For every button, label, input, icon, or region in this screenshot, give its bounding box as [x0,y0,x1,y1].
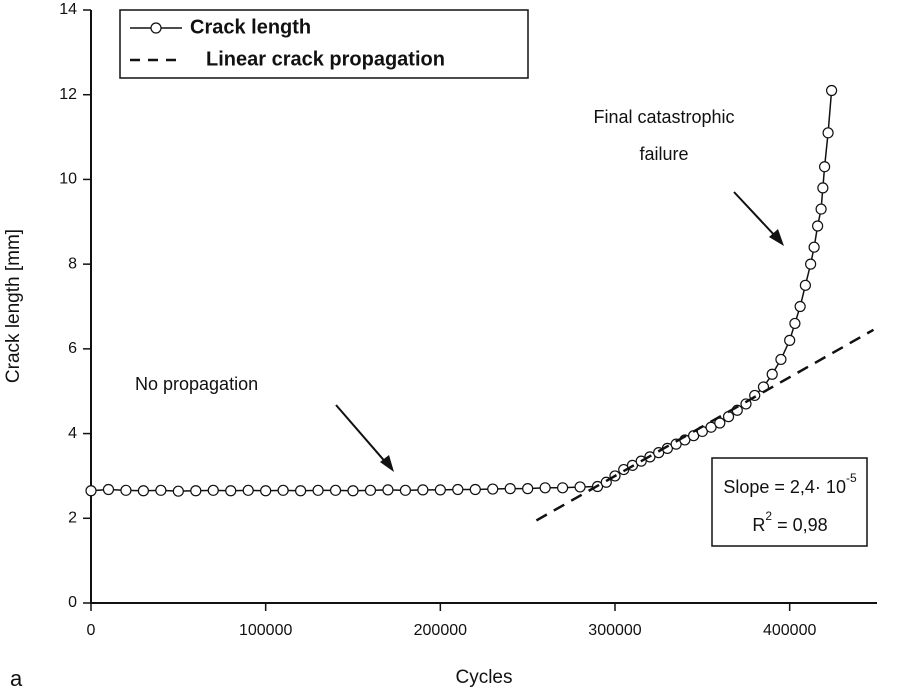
arrow [335,404,389,466]
data-point [766,368,778,380]
y-tick-label: 8 [68,255,77,272]
data-point [799,279,811,291]
x-tick-label: 300000 [588,622,641,639]
arrow [733,191,778,239]
data-point [225,485,237,497]
data-point [522,483,534,495]
y-tick-label: 2 [68,510,77,527]
fit-slope: Slope = 2,4· 10-5 [723,471,857,497]
legend-label: Crack length [190,16,311,38]
data-point [172,485,184,497]
data-point [504,483,516,495]
legend-label: Linear crack propagation [206,48,445,70]
data-point [137,485,149,497]
data-point [556,482,569,494]
data-point [539,482,551,494]
x-tick-label: 100000 [239,622,292,639]
data-point [190,485,202,497]
data-point [794,300,806,313]
x-tick-label: 0 [87,622,96,639]
data-point [818,161,831,173]
fit-box [711,457,868,547]
data-point [670,438,682,450]
data-point [120,484,132,496]
data-point [207,484,219,496]
data-point [417,484,429,496]
data-point [452,483,464,496]
data-point [817,182,829,194]
data-point [347,485,359,497]
data-point [574,481,586,493]
data-point [399,484,411,496]
data-point [102,483,115,496]
y-tick-label: 10 [59,171,77,188]
legend-box [119,9,529,79]
data-point [825,84,838,97]
data-point [85,485,97,497]
data-point [815,203,827,215]
data-point [808,241,820,253]
fit-line [535,328,875,522]
y-tick-label: 12 [59,86,77,103]
arrow-head [380,455,394,472]
x-tick-label: 200000 [414,622,467,639]
data-point [487,483,499,495]
data-point [242,484,254,496]
y-tick-label: 6 [68,340,77,357]
data-point [775,353,787,366]
annotation: No propagation [135,374,258,394]
annotation: failure [639,144,688,164]
data-point [812,220,824,232]
fit-r2: R2 = 0,98 [752,509,827,535]
data-point [364,484,377,496]
data-point [784,334,796,346]
y-tick-label: 4 [68,425,77,442]
series-line [90,90,833,492]
y-tick-label: 0 [68,594,77,611]
data-point [295,485,307,497]
x-tick-label: 400000 [763,622,816,639]
y-tick-label: 14 [59,1,77,18]
data-point [155,484,167,496]
arrow-head [769,229,784,246]
data-point [312,484,324,496]
data-point [382,484,394,496]
data-point [434,484,446,496]
data-point [329,484,342,496]
y-axis-label: Crack length [mm] [3,229,24,383]
data-point [469,483,481,496]
data-point [822,127,834,139]
panel-label: a [10,666,23,691]
annotation: Final catastrophic [593,107,734,127]
legend-swatch [150,22,162,34]
data-point [805,258,817,270]
data-point [260,485,272,497]
data-point [277,484,289,496]
x-axis-label: Cycles [455,667,512,688]
data-point [789,317,801,330]
